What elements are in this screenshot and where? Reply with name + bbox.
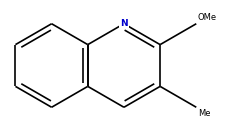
Text: N: N	[120, 19, 128, 28]
Text: OMe: OMe	[198, 13, 217, 22]
Text: Me: Me	[198, 109, 210, 118]
